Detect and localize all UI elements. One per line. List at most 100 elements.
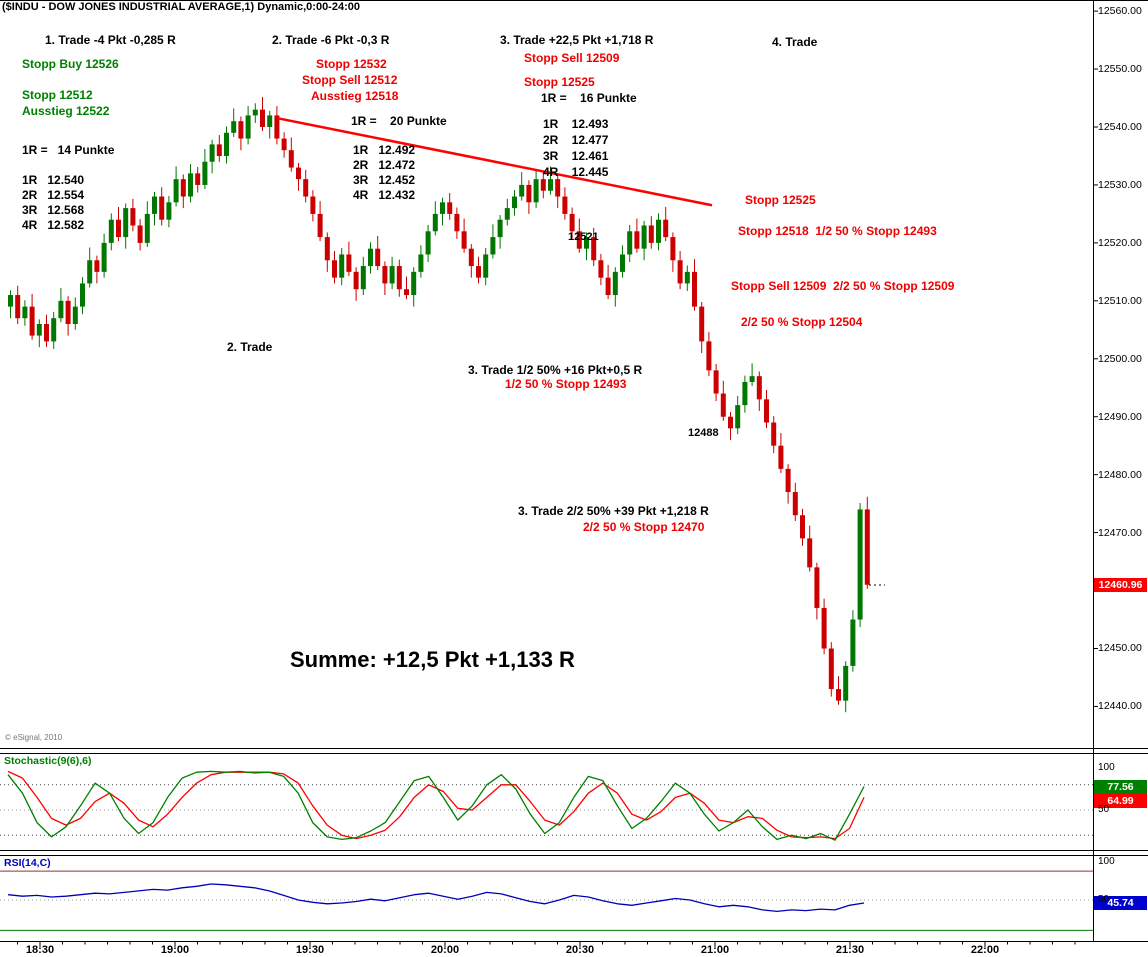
price-axis-label: 12510.00 (1098, 294, 1142, 307)
candle-body (461, 231, 467, 249)
candle-body (634, 231, 640, 249)
candle-body (771, 422, 777, 446)
chart-annotation: 4R 12.432 (353, 188, 416, 202)
candle-body (195, 173, 201, 185)
candle-body (591, 237, 597, 261)
price-axis-label: 12500.00 (1098, 352, 1142, 365)
candle-body (51, 318, 57, 342)
candle-body (159, 196, 165, 220)
candle-body (749, 376, 755, 382)
candle-body (310, 196, 316, 214)
candle-body (339, 254, 345, 278)
candle-body (108, 219, 114, 243)
candle-body (260, 109, 265, 127)
candle-body (267, 115, 273, 127)
candle-body (526, 184, 532, 203)
price-axis-label: 12440.00 (1098, 700, 1142, 713)
candle-body (130, 208, 136, 226)
candle-body (857, 509, 863, 620)
chart-annotation: Stopp Sell 12509 (524, 51, 620, 65)
chart-annotation: 12521 (568, 231, 599, 243)
candle-body (692, 271, 697, 307)
chart-annotation: 1/2 50 % Stopp 12493 (505, 377, 627, 391)
candle-body (382, 266, 388, 284)
rsi-scale-100: 100 (1098, 856, 1115, 867)
chart-annotation: 2/2 50 % Stopp 12504 (741, 315, 863, 329)
chart-annotation: Stopp 12518 1/2 50 % Stopp 12493 (738, 224, 937, 238)
candle-body (447, 202, 453, 214)
candle-body (137, 225, 143, 243)
candle-body (360, 266, 366, 290)
candle-body (742, 381, 748, 406)
chart-annotation: 1R 12.492 (353, 143, 416, 157)
chart-annotation: 1R = 16 Punkte (541, 91, 637, 105)
chart-annotation: 1R 12.540 (22, 173, 85, 187)
candle-body (684, 271, 690, 284)
candle-body (670, 237, 676, 261)
time-axis-label: 21:00 (700, 944, 730, 956)
chart-annotation: 3R 12.461 (543, 149, 609, 163)
candle-body (713, 370, 719, 394)
candle-body (440, 202, 445, 214)
candle-body (418, 254, 424, 272)
candle-body (663, 219, 669, 238)
candle-body (641, 225, 647, 249)
chart-annotation: 12488 (688, 427, 719, 439)
chart-annotation: 1R 12.493 (543, 117, 609, 131)
candle-body (231, 121, 237, 133)
stochastic-k-line (7, 770, 865, 841)
price-axis-label: 12490.00 (1098, 410, 1142, 423)
chart-annotation: 3. Trade 2/2 50% +39 Pkt +1,218 R (518, 504, 709, 518)
candle-body (548, 179, 553, 191)
time-axis-label: 20:30 (565, 944, 595, 956)
last-price-badge: 12460.96 (1094, 577, 1147, 592)
candle-body (180, 179, 186, 197)
candle-body (605, 277, 611, 296)
candle-body (123, 208, 129, 238)
candle-body (800, 515, 805, 539)
candle-body (432, 213, 438, 232)
chart-annotation: Stopp Sell 12512 (302, 73, 398, 87)
price-axis-label: 12540.00 (1098, 120, 1142, 133)
price-axis-label: 12470.00 (1098, 526, 1142, 539)
candle-body (476, 266, 481, 278)
candle-body (368, 248, 373, 267)
chart-annotation: 3. Trade 1/2 50% +16 Pkt+0,5 R (468, 363, 643, 377)
chart-annotation: Stopp 12512 (22, 88, 93, 102)
candle-body (144, 213, 150, 243)
chart-annotation: 1. Trade -4 Pkt -0,285 R (45, 33, 176, 47)
candle-body (274, 115, 280, 139)
chart-annotation: 2/2 50 % Stopp 12470 (583, 520, 705, 534)
candle-body (756, 376, 762, 400)
candle-body (598, 260, 604, 278)
candle-body (533, 179, 539, 203)
trendline (277, 117, 713, 207)
candle-body (332, 260, 337, 278)
chart-annotation: Stopp Sell 12509 2/2 50 % Stopp 12509 (731, 279, 955, 293)
candle-body (576, 231, 582, 249)
candle-body (612, 271, 618, 296)
rsi-line (7, 883, 865, 913)
time-axis-label: 22:00 (970, 944, 1000, 956)
candle-body (404, 289, 409, 296)
candle-body (94, 260, 100, 272)
chart-annotation: Summe: +12,5 Pkt +1,133 R (290, 647, 575, 672)
candle-body (504, 208, 510, 220)
candle-body (627, 231, 633, 255)
candle-body (296, 167, 301, 180)
candle-body (72, 306, 78, 325)
chart-annotation: 2R 12.554 (22, 188, 85, 202)
candle-body (303, 179, 309, 197)
candle-body (843, 665, 849, 701)
candle-body (519, 184, 525, 197)
candle-body (821, 607, 827, 649)
chart-annotation: 4R 12.445 (543, 165, 609, 179)
candle-body (216, 144, 222, 156)
time-axis-label: 19:30 (295, 944, 325, 956)
candle-body (152, 196, 157, 214)
candle-body (792, 492, 798, 516)
time-axis-label: 19:00 (160, 944, 190, 956)
chart-annotation: 1R = 14 Punkte (22, 143, 115, 157)
stochastic-d-line (7, 770, 865, 840)
